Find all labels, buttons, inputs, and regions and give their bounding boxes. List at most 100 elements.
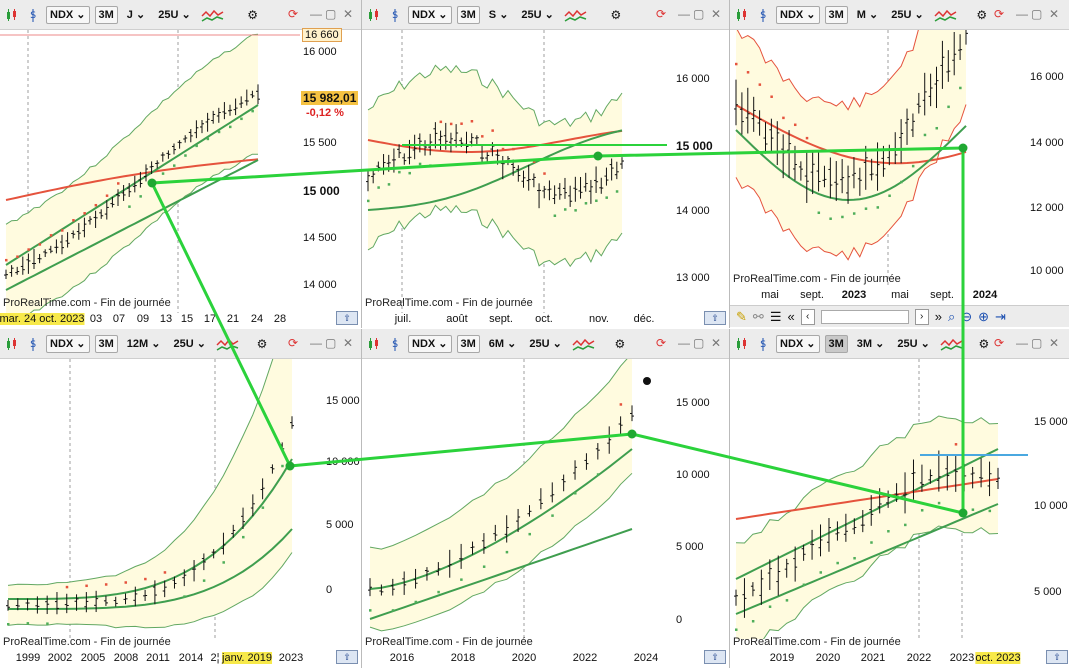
chart-settings-icon[interactable]: ⚙ bbox=[256, 336, 268, 351]
timeframe-selector[interactable]: M ⌄ bbox=[856, 8, 879, 22]
minimize-icon[interactable]: — bbox=[678, 336, 690, 350]
indicators-icon[interactable] bbox=[571, 336, 597, 352]
candlestick-icon[interactable] bbox=[4, 7, 20, 23]
rewind-icon[interactable]: « bbox=[787, 309, 795, 324]
maximize-icon[interactable]: ▢ bbox=[693, 7, 705, 21]
price-chart-weekly[interactable] bbox=[362, 30, 667, 313]
symbol-selector[interactable]: NDX ⌄ bbox=[46, 334, 90, 353]
minimize-icon[interactable]: — bbox=[1016, 336, 1028, 350]
price-chart-daily[interactable] bbox=[0, 30, 300, 313]
refresh-icon[interactable]: ⟳ bbox=[656, 336, 667, 350]
symbol-selector[interactable]: NDX ⌄ bbox=[408, 334, 452, 353]
indicators-icon[interactable] bbox=[933, 7, 959, 23]
zoom-out-icon[interactable]: ⊖ bbox=[961, 308, 973, 324]
timeframe-selector[interactable]: 6M ⌄ bbox=[488, 337, 517, 351]
data-source-icon[interactable]: $ bbox=[25, 7, 41, 23]
chart-pane-quarterly[interactable]: $ NDX ⌄ 3M 3M ⌄ 25U ⌄ ⚙ ⟳ — ▢ ✕ 15 000 1… bbox=[730, 329, 1069, 668]
data-source-icon[interactable]: $ bbox=[755, 336, 771, 352]
indicators-icon[interactable] bbox=[563, 7, 589, 23]
refresh-icon[interactable]: ⟳ bbox=[288, 336, 299, 350]
close-icon[interactable]: ✕ bbox=[1049, 336, 1060, 350]
symbol-selector[interactable]: NDX ⌄ bbox=[46, 5, 90, 24]
chart-settings-icon[interactable]: ⚙ bbox=[614, 336, 626, 351]
refresh-icon[interactable]: ⟳ bbox=[994, 7, 1005, 21]
minimize-icon[interactable]: — bbox=[678, 7, 690, 21]
fast-forward-icon[interactable]: » bbox=[934, 309, 942, 324]
candlestick-icon[interactable] bbox=[366, 7, 382, 23]
maximize-icon[interactable]: ▢ bbox=[1031, 7, 1043, 21]
price-chart-yearly[interactable] bbox=[0, 359, 318, 639]
chart-settings-icon[interactable]: ⚙ bbox=[247, 7, 259, 22]
period-button[interactable]: 3M bbox=[94, 5, 118, 24]
timeframe-selector[interactable]: 12M ⌄ bbox=[126, 337, 161, 351]
data-source-icon[interactable]: $ bbox=[387, 7, 403, 23]
scroll-to-end-icon[interactable]: ⇧ bbox=[336, 311, 358, 325]
units-selector[interactable]: 25U ⌄ bbox=[158, 8, 191, 22]
period-button[interactable]: 3M bbox=[824, 334, 848, 353]
candlestick-icon[interactable] bbox=[366, 336, 382, 352]
units-selector[interactable]: 25U ⌄ bbox=[529, 337, 562, 351]
minimize-icon[interactable]: — bbox=[310, 336, 322, 350]
connect-icon[interactable]: ⚯ bbox=[752, 308, 764, 324]
candlestick-icon[interactable] bbox=[4, 336, 20, 352]
candlestick-icon[interactable] bbox=[734, 336, 750, 352]
minimize-icon[interactable]: — bbox=[310, 7, 322, 21]
maximize-icon[interactable]: ▢ bbox=[325, 336, 337, 350]
zoom-in-icon[interactable]: ⊕ bbox=[978, 308, 990, 324]
chart-settings-icon[interactable]: ⚙ bbox=[978, 336, 990, 351]
maximize-icon[interactable]: ▢ bbox=[325, 7, 337, 21]
refresh-icon[interactable]: ⟳ bbox=[994, 336, 1005, 350]
units-selector[interactable]: 25U ⌄ bbox=[897, 337, 930, 351]
timeframe-selector[interactable]: J ⌄ bbox=[126, 8, 146, 22]
units-selector[interactable]: 25U ⌄ bbox=[173, 337, 206, 351]
minimize-icon[interactable]: — bbox=[1016, 7, 1028, 21]
refresh-icon[interactable]: ⟳ bbox=[656, 7, 667, 21]
timeframe-selector[interactable]: 3M ⌄ bbox=[856, 337, 885, 351]
data-source-icon[interactable]: $ bbox=[387, 336, 403, 352]
scroll-left-icon[interactable]: ‹ bbox=[800, 308, 815, 325]
data-source-icon[interactable]: $ bbox=[755, 7, 771, 23]
chart-settings-icon[interactable]: ⚙ bbox=[976, 7, 988, 22]
scroll-right-icon[interactable]: › bbox=[914, 308, 929, 325]
chart-pane-semiannual[interactable]: $ NDX ⌄ 3M 6M ⌄ 25U ⌄ ⚙ ⟳ — ▢ ✕ 15 000 1… bbox=[362, 329, 730, 668]
maximize-icon[interactable]: ▢ bbox=[1031, 336, 1043, 350]
pencil-icon[interactable]: ✎ bbox=[736, 308, 747, 324]
price-chart-monthly[interactable] bbox=[730, 30, 1020, 285]
indicators-icon[interactable] bbox=[215, 336, 241, 352]
price-chart-semiannual[interactable] bbox=[362, 359, 667, 639]
candlestick-icon[interactable] bbox=[734, 7, 750, 23]
horizontal-scrollbar[interactable] bbox=[820, 309, 909, 324]
chart-pane-yearly[interactable]: $ NDX ⌄ 3M 12M ⌄ 25U ⌄ ⚙ ⟳ — ▢ ✕ 15 000 … bbox=[0, 329, 362, 668]
refresh-icon[interactable]: ⟳ bbox=[288, 7, 299, 21]
units-selector[interactable]: 25U ⌄ bbox=[521, 8, 554, 22]
chart-settings-icon[interactable]: ⚙ bbox=[610, 7, 622, 22]
scroll-to-end-icon[interactable]: ⇧ bbox=[704, 650, 726, 664]
timeframe-selector[interactable]: S ⌄ bbox=[488, 8, 509, 22]
zoom-fit-icon[interactable]: ⌕ bbox=[947, 308, 956, 324]
scroll-to-end-icon[interactable]: ⇧ bbox=[704, 311, 726, 325]
period-button[interactable]: 3M bbox=[824, 5, 848, 24]
maximize-icon[interactable]: ▢ bbox=[693, 336, 705, 350]
data-source-icon[interactable]: $ bbox=[25, 336, 41, 352]
indicators-icon[interactable] bbox=[939, 336, 965, 352]
menu-icon[interactable]: ☰ bbox=[769, 308, 782, 324]
chart-pane-monthly[interactable]: $ NDX ⌄ 3M M ⌄ 25U ⌄ ⚙ ⟳ — ▢ ✕ 16 000 14… bbox=[730, 0, 1069, 328]
symbol-selector[interactable]: NDX ⌄ bbox=[408, 5, 452, 24]
period-button[interactable]: 3M bbox=[456, 334, 480, 353]
scroll-to-end-icon[interactable]: ⇧ bbox=[1046, 650, 1068, 664]
scroll-to-end-icon[interactable]: ⇧ bbox=[336, 650, 358, 664]
close-icon[interactable]: ✕ bbox=[1049, 7, 1060, 21]
price-chart-quarterly[interactable] bbox=[730, 359, 1028, 639]
chart-pane-daily[interactable]: $ NDX ⌄ 3M J ⌄ 25U ⌄ ⚙ ⟳ — ▢ ✕ 16 000 15… bbox=[0, 0, 362, 328]
symbol-selector[interactable]: NDX ⌄ bbox=[776, 5, 820, 24]
close-icon[interactable]: ✕ bbox=[343, 7, 354, 21]
symbol-selector[interactable]: NDX ⌄ bbox=[776, 334, 820, 353]
close-icon[interactable]: ✕ bbox=[711, 336, 722, 350]
units-selector[interactable]: 25U ⌄ bbox=[891, 8, 924, 22]
close-icon[interactable]: ✕ bbox=[711, 7, 722, 21]
close-icon[interactable]: ✕ bbox=[343, 336, 354, 350]
scroll-to-end-icon[interactable]: ⇥ bbox=[995, 308, 1006, 324]
indicators-icon[interactable] bbox=[200, 7, 226, 23]
period-button[interactable]: 3M bbox=[456, 5, 480, 24]
chart-pane-weekly[interactable]: $ NDX ⌄ 3M S ⌄ 25U ⌄ ⚙ ⟳ — ▢ ✕ 16 000 15… bbox=[362, 0, 730, 328]
